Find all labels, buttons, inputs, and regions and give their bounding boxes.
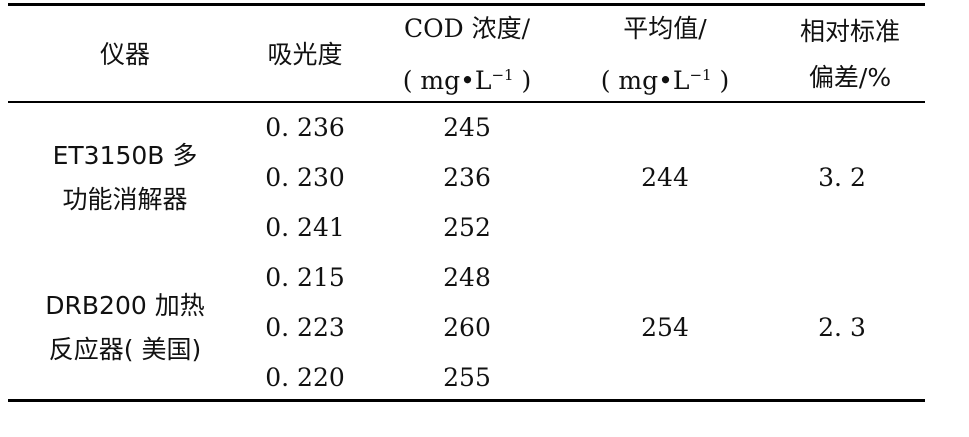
instrument-line2: 反应器( 美国) xyxy=(48,335,202,364)
unit-text: ( mg•L xyxy=(402,66,492,96)
absorbance-cell: 0. 236 xyxy=(265,113,345,142)
unit-exponent: −1 xyxy=(689,65,712,84)
header-rsd: 相对标准 偏差/% xyxy=(800,9,900,101)
absorbance-cell: 0. 241 xyxy=(265,213,345,242)
instrument-cell: DRB200 加热 反应器( 美国) xyxy=(45,284,204,372)
header-cod-line2: ( mg•L−1 ) xyxy=(403,52,532,104)
instrument-line1: ET3150B 多 xyxy=(52,141,198,170)
header-cod: COD 浓度/ ( mg•L−1 ) xyxy=(403,6,532,104)
rsd-cell: 3. 2 xyxy=(818,163,866,192)
absorbance-cell: 0. 230 xyxy=(265,163,345,192)
header-mean-line1: 平均值/ xyxy=(623,13,707,43)
header-absorbance: 吸光度 xyxy=(267,40,343,69)
header-instrument: 仪器 xyxy=(99,40,151,69)
mean-cell: 254 xyxy=(641,313,689,342)
unit-text: ( mg•L xyxy=(600,66,690,96)
instrument-cell: ET3150B 多 功能消解器 xyxy=(53,134,198,222)
rsd-cell: 2. 3 xyxy=(818,313,866,342)
absorbance-cell: 0. 223 xyxy=(265,313,345,342)
header-rule xyxy=(8,101,925,103)
header-rsd-line1: 相对标准 xyxy=(799,17,901,46)
unit-close: ) xyxy=(521,66,532,96)
instrument-line1: DRB200 加热 xyxy=(45,291,205,320)
instrument-line2: 功能消解器 xyxy=(62,185,188,214)
cod-cell: 252 xyxy=(443,213,491,242)
header-mean-line2: ( mg•L−1 ) xyxy=(601,52,730,104)
header-cod-line1: COD 浓度/ xyxy=(403,13,531,43)
header-mean: 平均值/ ( mg•L−1 ) xyxy=(601,6,730,104)
mean-cell: 244 xyxy=(641,163,689,192)
top-rule xyxy=(8,3,925,6)
bottom-rule xyxy=(8,399,925,402)
cod-cell: 260 xyxy=(443,313,491,342)
header-rsd-line2: 偏差/% xyxy=(808,63,892,92)
unit-exponent: −1 xyxy=(491,65,514,84)
absorbance-cell: 0. 220 xyxy=(265,363,345,392)
absorbance-cell: 0. 215 xyxy=(265,263,345,292)
cod-cell: 255 xyxy=(443,363,491,392)
cod-cell: 248 xyxy=(443,263,491,292)
cod-cell: 236 xyxy=(443,163,491,192)
unit-close: ) xyxy=(719,66,730,96)
cod-cell: 245 xyxy=(443,113,491,142)
